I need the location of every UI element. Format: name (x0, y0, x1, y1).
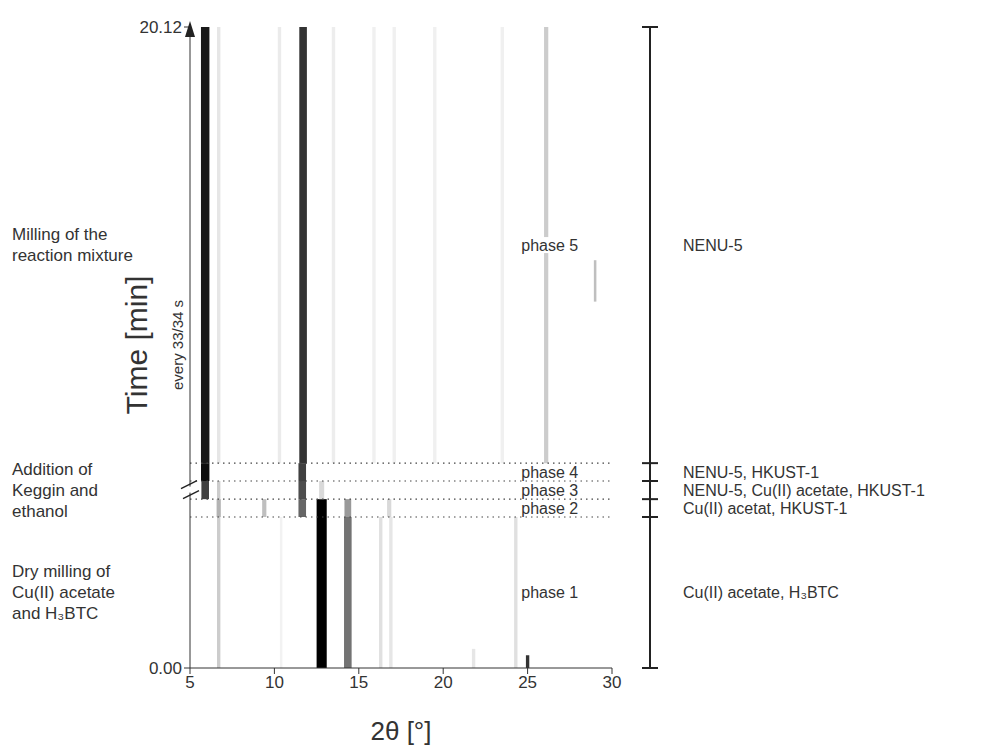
svg-text:15: 15 (349, 673, 368, 692)
svg-text:5: 5 (185, 673, 194, 692)
svg-text:phase 3: phase 3 (521, 482, 578, 499)
svg-text:Cu(II) acetat, HKUST-1: Cu(II) acetat, HKUST-1 (683, 500, 848, 517)
html-text:Addition of Keggin and ethanol: Addition of Keggin and ethanol (12, 459, 98, 521)
svg-text:2θ [°]: 2θ [°] (371, 716, 432, 746)
html-text:Dry milling of Cu(II) acetate: Dry milling of Cu(II) acetate and H₃BTC (12, 562, 115, 623)
svg-text:NENU-5: NENU-5 (683, 237, 743, 254)
svg-text:10: 10 (265, 673, 284, 692)
svg-text:Cu(II) acetate, H₃BTC: Cu(II) acetate, H₃BTC (683, 584, 839, 601)
svg-text:phase 1: phase 1 (521, 584, 578, 601)
svg-text:NENU-5, Cu(II) acetate, HKUST-: NENU-5, Cu(II) acetate, HKUST-1 (683, 482, 925, 499)
svg-text:25: 25 (518, 673, 537, 692)
html-text:every 33/34 s: every 33/34 s (168, 300, 186, 390)
html-text:Time [min]: Time [min] (120, 275, 153, 415)
svg-text:NENU-5, HKUST-1: NENU-5, HKUST-1 (683, 464, 819, 481)
html-text:Milling of the reaction mixtur: Milling of the reaction mixture (12, 225, 133, 266)
svg-text:20: 20 (434, 673, 453, 692)
svg-text:20.12: 20.12 (139, 18, 182, 37)
svg-text:30: 30 (603, 673, 622, 692)
svg-text:phase 4: phase 4 (521, 464, 578, 481)
svg-text:0.00: 0.00 (149, 659, 182, 678)
svg-text:phase 5: phase 5 (521, 237, 578, 254)
svg-text:phase 2: phase 2 (521, 500, 578, 517)
